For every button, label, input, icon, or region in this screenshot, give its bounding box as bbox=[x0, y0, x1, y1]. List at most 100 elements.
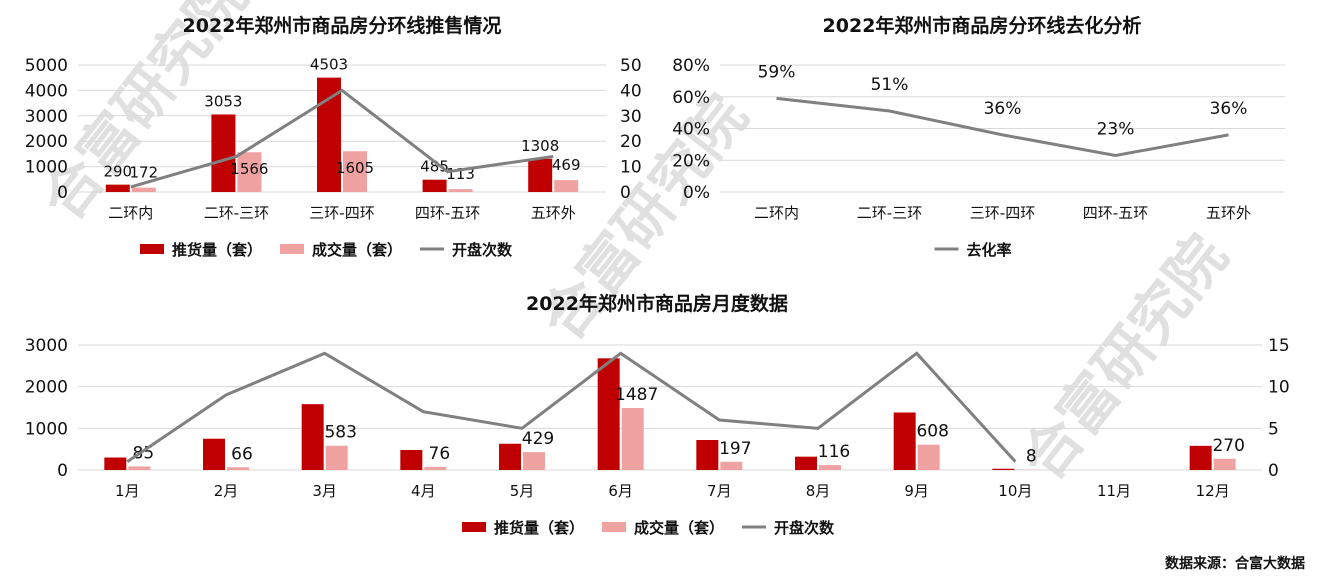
y2-tick-label: 10 bbox=[1268, 378, 1290, 398]
legend-swatch bbox=[602, 522, 626, 532]
bar-supply bbox=[1189, 445, 1212, 470]
y2-tick-label: 0 bbox=[1268, 461, 1279, 481]
y-tick-label: 60% bbox=[672, 88, 710, 108]
y2-tick-label: 20 bbox=[620, 132, 642, 152]
x-category-label: 二环内 bbox=[754, 204, 799, 222]
legend-label: 推货量（套） bbox=[172, 241, 262, 259]
y2-tick-label: 10 bbox=[620, 158, 642, 178]
bar-supply bbox=[795, 456, 817, 470]
label-rate: 59% bbox=[758, 62, 796, 82]
label-deal: 270 bbox=[1212, 436, 1244, 456]
label-supply: 1308 bbox=[521, 137, 559, 155]
x-category-label: 4月 bbox=[411, 482, 436, 500]
chart-title: 2022年郑州市商品房分环线推售情况 bbox=[183, 14, 502, 37]
x-category-label: 二环-三环 bbox=[204, 204, 269, 222]
bar-deal bbox=[523, 452, 545, 470]
x-category-label: 二环内 bbox=[108, 204, 153, 222]
label-supply: 290 bbox=[103, 163, 132, 181]
y2-tick-label: 15 bbox=[1268, 336, 1290, 356]
x-category-label: 五环外 bbox=[531, 204, 576, 222]
line-openings bbox=[130, 88, 554, 189]
bar-deal bbox=[554, 180, 579, 192]
x-category-label: 五环外 bbox=[1206, 204, 1251, 222]
label-deal: 1566 bbox=[230, 160, 268, 178]
data-source-note: 数据来源：合富大数据 bbox=[1165, 555, 1305, 572]
line-absorption-rate bbox=[776, 96, 1229, 158]
bar-deal bbox=[1213, 458, 1236, 470]
bar-supply bbox=[104, 457, 127, 470]
x-category-label: 3月 bbox=[312, 482, 337, 500]
x-category-label: 四环-五环 bbox=[415, 204, 480, 222]
label-rate: 23% bbox=[1097, 119, 1135, 139]
x-category-label: 三环-四环 bbox=[970, 204, 1035, 222]
label-supply: 3053 bbox=[204, 92, 242, 110]
bar-supply bbox=[301, 404, 324, 470]
y-tick-label: 1000 bbox=[25, 419, 68, 439]
label-rate: 36% bbox=[984, 99, 1022, 119]
y-tick-label: 2000 bbox=[25, 132, 68, 152]
bar-deal bbox=[917, 444, 940, 470]
bar-deal bbox=[819, 465, 841, 470]
label-rate: 36% bbox=[1210, 99, 1248, 119]
bar-deal bbox=[131, 187, 156, 192]
y-tick-label: 20% bbox=[672, 151, 710, 171]
legend-label: 成交量（套） bbox=[634, 519, 724, 537]
y-tick-label: 3000 bbox=[25, 336, 68, 356]
bar-deal bbox=[237, 152, 262, 192]
label-deal: 116 bbox=[818, 442, 850, 462]
x-category-label: 10月 bbox=[998, 482, 1032, 500]
chart-title: 2022年郑州市商品房月度数据 bbox=[526, 292, 788, 315]
bar-deal bbox=[720, 461, 743, 470]
y-tick-label: 3000 bbox=[25, 107, 68, 127]
x-category-label: 三环-四环 bbox=[309, 204, 374, 222]
legend-swatch bbox=[280, 244, 304, 254]
legend-swatch bbox=[462, 522, 486, 532]
chart-monthly: 2022年郑州市商品房月度数据0100020003000051015851月66… bbox=[25, 292, 1290, 537]
bar-supply bbox=[597, 358, 620, 470]
chart-ring-supply: 2022年郑州市商品房分环线推售情况 0 1000 2000 3000 4000 5000 0… bbox=[25, 14, 642, 259]
x-category-label: 12月 bbox=[1196, 482, 1230, 500]
bar-deal bbox=[227, 467, 249, 470]
line-openings bbox=[126, 351, 1017, 463]
label-deal: 172 bbox=[129, 164, 158, 182]
label-supply: 485 bbox=[420, 158, 449, 176]
x-category-label: 二环-三环 bbox=[857, 204, 922, 222]
bar-deal bbox=[325, 445, 348, 470]
label-deal: 8 bbox=[1026, 447, 1037, 467]
x-category-label: 9月 bbox=[904, 482, 929, 500]
bar-deal bbox=[621, 408, 644, 470]
bar-supply bbox=[211, 114, 236, 192]
x-category-label: 6月 bbox=[608, 482, 633, 500]
y2-tick-label: 30 bbox=[620, 107, 642, 127]
chart-title: 2022年郑州市商品房分环线去化分析 bbox=[823, 14, 1142, 37]
bar-supply bbox=[422, 179, 447, 192]
bar-supply bbox=[105, 184, 130, 192]
y-tick-label: 4000 bbox=[25, 81, 68, 101]
y-tick-label: 1000 bbox=[25, 158, 68, 178]
label-deal: 429 bbox=[522, 429, 554, 449]
bar-supply bbox=[893, 412, 916, 470]
y-tick-label: 0 bbox=[57, 183, 68, 203]
bar-supply bbox=[528, 158, 553, 192]
label-deal: 608 bbox=[916, 422, 948, 442]
y2-tick-label: 50 bbox=[620, 56, 642, 76]
label-deal: 66 bbox=[231, 444, 253, 464]
y2-tick-label: 5 bbox=[1268, 419, 1279, 439]
label-supply: 4503 bbox=[310, 56, 348, 74]
y-tick-label: 40% bbox=[672, 120, 710, 140]
y-tick-label: 5000 bbox=[25, 56, 68, 76]
x-category-label: 2月 bbox=[214, 482, 239, 500]
label-rate: 51% bbox=[871, 75, 909, 95]
bar-deal bbox=[424, 466, 447, 470]
bar-supply bbox=[499, 443, 521, 470]
legend-label: 开盘次数 bbox=[774, 519, 835, 537]
y-tick-label: 0 bbox=[57, 461, 68, 481]
bar-deal bbox=[128, 466, 151, 470]
label-deal: 469 bbox=[552, 156, 581, 174]
label-deal: 76 bbox=[429, 444, 451, 464]
y-tick-label: 2000 bbox=[25, 378, 68, 398]
y-tick-label: 80% bbox=[672, 56, 710, 76]
x-category-label: 5月 bbox=[510, 482, 535, 500]
y2-tick-label: 40 bbox=[620, 81, 642, 101]
x-category-label: 11月 bbox=[1097, 482, 1131, 500]
